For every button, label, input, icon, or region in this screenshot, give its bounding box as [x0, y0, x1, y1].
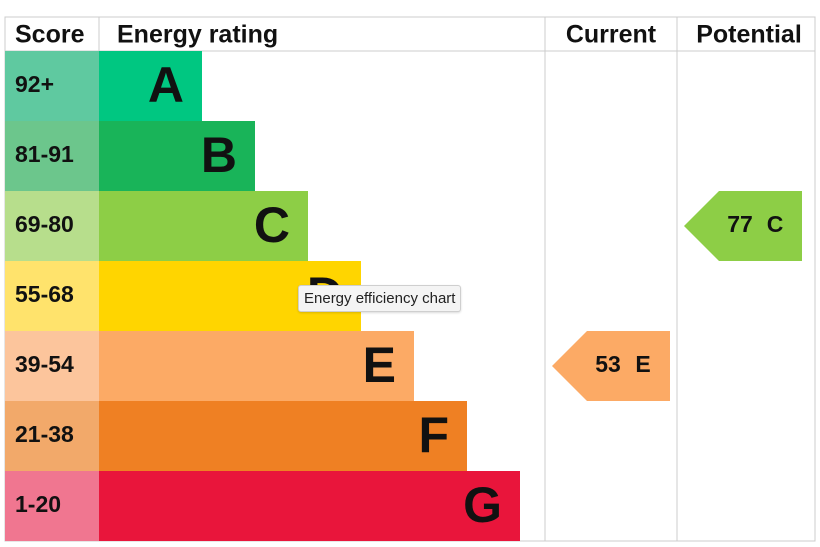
score-cell [5, 51, 99, 121]
score-label: 39-54 [15, 351, 74, 377]
score-cell [5, 471, 99, 541]
rating-bar [99, 121, 255, 191]
header-current: Current [566, 21, 657, 49]
score-label: 69-80 [15, 211, 74, 237]
score-cell [5, 401, 99, 471]
rating-letter: F [418, 407, 449, 463]
tooltip: Energy efficiency chart [298, 285, 462, 312]
rating-bar [99, 331, 414, 401]
score-label: 1-20 [15, 491, 61, 517]
rating-bar [99, 401, 467, 471]
rating-bar [99, 191, 308, 261]
score-label: 21-38 [15, 421, 74, 447]
potential-arrow [684, 191, 802, 261]
rating-letter: E [363, 337, 396, 393]
current-letter: E [635, 351, 650, 377]
rating-letter: B [201, 127, 237, 183]
current-arrow [552, 331, 670, 401]
current-value: 53 [595, 351, 621, 377]
score-cell [5, 261, 99, 331]
score-cell [5, 331, 99, 401]
header-rating: Energy rating [117, 21, 278, 49]
rating-letter: A [148, 57, 184, 113]
score-label: 92+ [15, 71, 54, 97]
header-potential: Potential [696, 21, 802, 49]
potential-value: 77 [727, 211, 753, 237]
score-label: 81-91 [15, 141, 74, 167]
score-cell [5, 121, 99, 191]
rating-bar [99, 471, 520, 541]
header-score: Score [15, 21, 85, 49]
rating-letter: C [254, 197, 290, 253]
rating-letter: G [463, 477, 502, 533]
rating-bar [99, 51, 202, 121]
score-label: 55-68 [15, 281, 74, 307]
score-cell [5, 191, 99, 261]
potential-letter: C [767, 211, 784, 237]
